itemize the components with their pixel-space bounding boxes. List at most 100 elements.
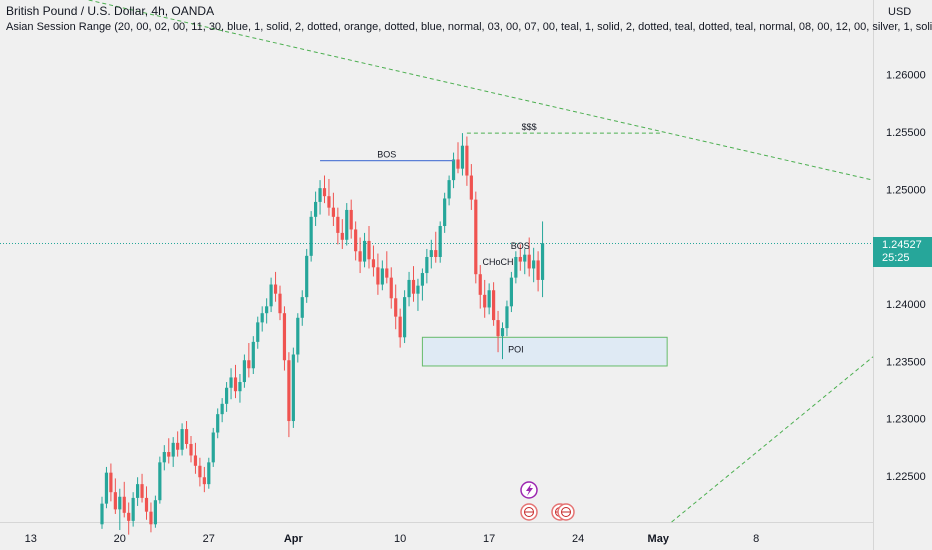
candle-body <box>291 354 295 422</box>
bar-countdown: 25:25 <box>882 252 910 264</box>
candle-body <box>229 377 233 388</box>
candle-body <box>380 268 384 285</box>
candle-body <box>136 484 140 498</box>
candle-body <box>536 260 540 280</box>
candle-body <box>109 472 113 493</box>
candle-body <box>296 317 300 355</box>
plot-area <box>0 0 873 522</box>
candle-body <box>118 496 122 510</box>
candle-body <box>371 259 376 268</box>
candle-body <box>483 294 487 308</box>
time-tick-label: 24 <box>572 533 584 545</box>
candle-body <box>425 256 429 274</box>
candle-body <box>247 360 251 369</box>
candle-body <box>242 360 246 383</box>
candle-body <box>514 256 518 278</box>
candle-body <box>345 209 349 240</box>
candle-body <box>367 240 371 260</box>
candle-body <box>407 279 411 298</box>
candle-body <box>505 306 509 329</box>
time-tick-label: Apr <box>284 533 304 545</box>
poi-zone <box>421 336 668 367</box>
candle-body <box>300 297 304 318</box>
candle-body <box>207 462 211 485</box>
symbol-title: British Pound / U.S. Dollar, 4h, OANDA <box>6 4 215 18</box>
candle-body <box>225 387 229 404</box>
candle-body <box>420 273 424 286</box>
candle-body <box>340 232 344 240</box>
poi-label: POI <box>508 344 524 354</box>
currency-label[interactable]: USD <box>888 6 912 18</box>
candle-body <box>278 293 282 314</box>
candle-body <box>314 201 318 217</box>
candle-body <box>144 497 149 512</box>
time-tick-label: May <box>648 533 670 545</box>
candle-body <box>460 145 465 169</box>
candle-body <box>385 268 389 278</box>
candle-body <box>487 290 491 308</box>
time-tick-label: 13 <box>25 533 37 545</box>
current-price-badge: 1.24527 25:25 <box>873 237 932 267</box>
candle-body <box>162 452 166 463</box>
candle-body <box>389 277 393 299</box>
candle-body <box>180 429 184 450</box>
candle-body <box>127 512 131 521</box>
candle-body <box>451 159 456 181</box>
candle-body <box>158 462 162 501</box>
candle-body <box>336 216 340 233</box>
candle-body <box>540 243 545 280</box>
candle-body <box>403 297 407 338</box>
candle-body <box>189 443 193 456</box>
candle-body <box>331 207 335 217</box>
candle-body <box>438 226 442 257</box>
candles <box>100 133 545 535</box>
candle-body <box>322 188 327 197</box>
indicator-legend[interactable]: Asian Session Range (20, 00, 02, 00, 11,… <box>6 21 932 33</box>
time-tick-label: 17 <box>483 533 495 545</box>
candle-body <box>251 341 255 369</box>
price-tick-label: 1.23500 <box>886 356 926 368</box>
candle-body <box>260 313 264 323</box>
candle-body <box>398 316 402 338</box>
candle-body <box>532 260 536 269</box>
candle-body <box>131 497 135 521</box>
candle-body <box>216 414 220 433</box>
candle-body <box>153 500 157 525</box>
candle-body <box>465 145 469 176</box>
price-tick-label: 1.23000 <box>886 414 926 426</box>
candle-body <box>492 290 496 321</box>
current-price-value: 1.24527 <box>882 239 922 251</box>
candle-body <box>327 196 331 208</box>
bos-high-label: BOS <box>377 150 396 160</box>
price-tick-label: 1.25000 <box>886 184 926 196</box>
candle-body <box>394 298 398 317</box>
candle-body <box>411 279 416 294</box>
candle-body <box>176 442 180 450</box>
candle-body <box>149 511 153 525</box>
candle-body <box>509 277 513 307</box>
candle-body <box>198 465 202 478</box>
ascending-trendline <box>671 356 874 523</box>
candle-body <box>184 429 189 444</box>
time-tick-label: 27 <box>203 533 215 545</box>
candle-body <box>416 285 420 294</box>
choch-label: CHoCH <box>483 257 514 267</box>
price-tick-label: 1.24000 <box>886 299 926 311</box>
candle-body <box>447 180 451 199</box>
candle-body <box>171 442 175 457</box>
candle-body <box>100 503 104 525</box>
candle-body <box>202 477 206 485</box>
candle-body <box>265 306 269 314</box>
candle-body <box>282 313 287 361</box>
candle-body <box>527 254 531 269</box>
candle-body <box>273 284 278 294</box>
candle-body <box>167 452 171 457</box>
candle-body <box>354 229 358 252</box>
candle-body <box>523 254 527 262</box>
candle-body <box>269 284 273 307</box>
candle-body <box>469 175 473 200</box>
time-tick-label: 8 <box>753 533 759 545</box>
candle-body <box>193 455 198 466</box>
time-tick-label: 20 <box>114 533 126 545</box>
